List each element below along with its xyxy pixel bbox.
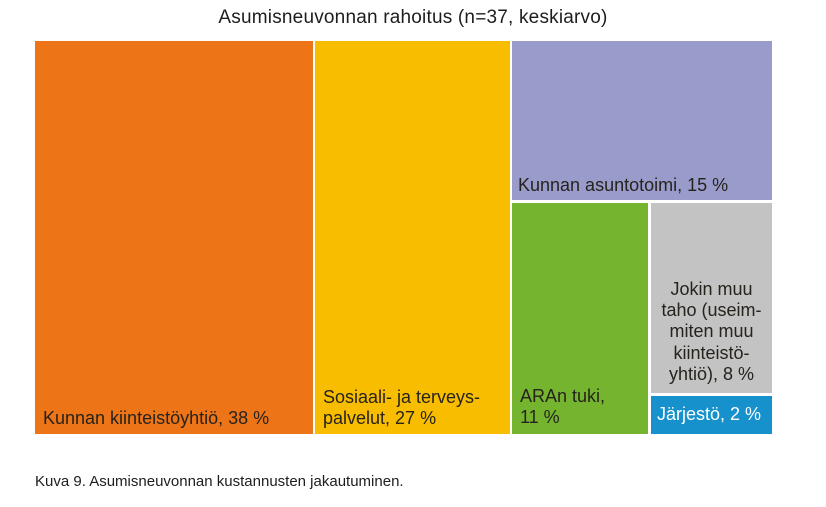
treemap-segment-jokin-muu-taho: Jokin muu taho (useim- miten muu kiintei… <box>651 203 772 393</box>
segment-label: Jokin muu taho (useim- miten muu kiintei… <box>651 279 772 385</box>
segment-label-line: Kunnan asuntotoimi, 15 % <box>518 174 729 195</box>
treemap-segment-jarjesto: Järjestö, 2 % <box>651 396 772 434</box>
segment-label-line: 11 % <box>520 406 560 427</box>
segment-label: Järjestö, 2 % <box>657 396 761 434</box>
segment-label-line: Jokin muu <box>670 278 753 299</box>
figure-caption: Kuva 9. Asumisneuvonnan kustannusten jak… <box>35 473 404 490</box>
segment-label: Kunnan kiinteistöyhtiö, 38 % <box>43 408 269 429</box>
segment-label-line: taho (useim- <box>661 300 762 321</box>
segment-label-line: palvelut, 27 % <box>323 407 437 428</box>
chart-title: Asumisneuvonnan rahoitus (n=37, keskiarv… <box>218 7 608 28</box>
treemap-segment-aran-tuki: ARAn tuki, 11 % <box>512 203 648 434</box>
treemap-segment-kunnan-kiinteistoyhtio: Kunnan kiinteistöyhtiö, 38 % <box>35 41 313 434</box>
treemap-segment-sosiaali-ja-terveyspalvelut: Sosiaali- ja terveys- palvelut, 27 % <box>315 41 510 434</box>
segment-label-line: Kunnan kiinteistöyhtiö, 38 % <box>43 407 270 428</box>
segment-label-line: miten muu <box>669 321 754 342</box>
segment-label-line: yhtiö), 8 % <box>668 363 755 384</box>
segment-label: Sosiaali- ja terveys- palvelut, 27 % <box>323 387 480 429</box>
segment-label-line: ARAn tuki, <box>520 385 606 406</box>
segment-label: Kunnan asuntotoimi, 15 % <box>518 175 728 196</box>
segment-label-line: Järjestö, 2 % <box>657 404 762 425</box>
segment-label-line: kiinteistö- <box>673 342 750 363</box>
segment-label-line: Sosiaali- ja terveys- <box>323 386 481 407</box>
segment-label: ARAn tuki, 11 % <box>520 386 605 428</box>
treemap-segment-kunnan-asuntotoimi: Kunnan asuntotoimi, 15 % <box>512 41 772 200</box>
treemap-chart: Kunnan kiinteistöyhtiö, 38 % Sosiaali- j… <box>35 41 772 434</box>
